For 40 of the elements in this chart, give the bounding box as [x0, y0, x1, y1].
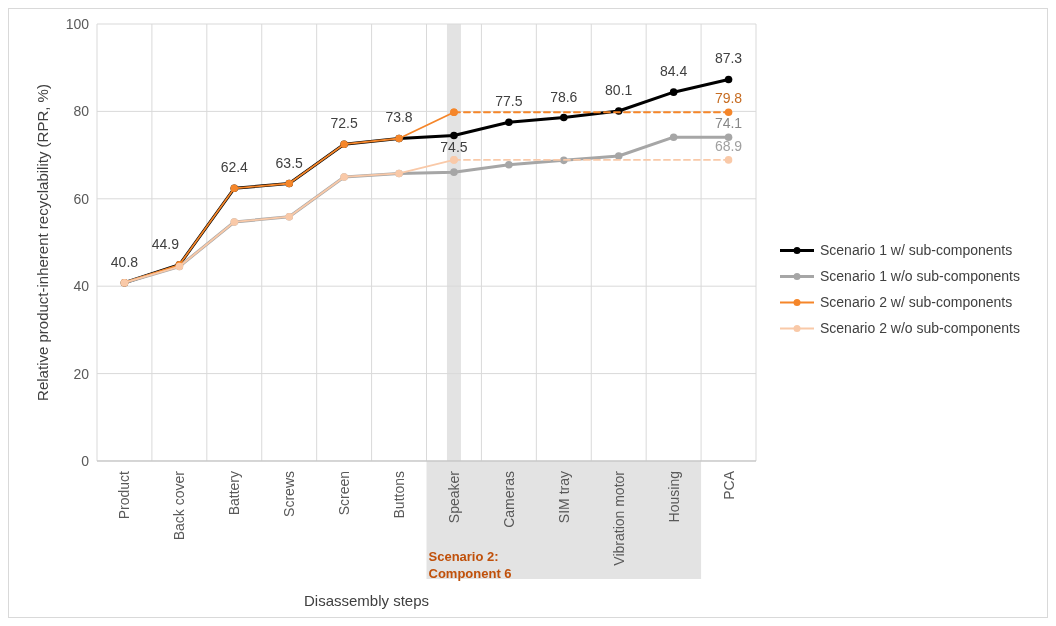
- y-tick-label: 100: [65, 15, 90, 32]
- data-label: 74.5: [440, 139, 468, 156]
- x-tick-label: Battery: [226, 471, 243, 516]
- y-tick-label: 80: [73, 103, 90, 120]
- x-tick-label: Screws: [281, 471, 298, 517]
- data-label: 40.8: [110, 253, 139, 270]
- legend-label: Scenario 2 w/ sub-components: [820, 294, 1013, 311]
- data-label: 79.8: [714, 90, 743, 107]
- x-tick-label: Vibration motor: [610, 470, 627, 566]
- y-tick-label: 60: [73, 190, 90, 207]
- y-tick-label: 40: [73, 278, 90, 295]
- text: Scenario 2: Component 6: [428, 549, 512, 581]
- x-tick-label: Speaker: [445, 470, 462, 524]
- data-label: 44.9: [151, 235, 180, 252]
- data-label: 84.4: [660, 63, 688, 80]
- x-tick-label: Cameras: [500, 471, 517, 528]
- data-label: 74.1: [714, 115, 743, 132]
- legend-label: Scenario 2 w/o sub-components: [820, 320, 1020, 337]
- data-label: 87.3: [714, 50, 743, 67]
- data-label: 68.9: [714, 137, 743, 154]
- legend-label: Scenario 1 w/o sub-components: [820, 268, 1020, 285]
- data-label: 72.5: [330, 115, 358, 132]
- data-label: 78.6: [550, 88, 578, 105]
- y-axis-title: Relative product-inherent recyclability (RPR, %): [34, 84, 51, 401]
- x-tick-label: SIM tray: [555, 471, 572, 524]
- data-label: 63.5: [275, 154, 304, 171]
- x-tick-label: Buttons: [391, 471, 408, 519]
- data-label: 77.5: [495, 93, 523, 110]
- legend-label: Scenario 1 w/ sub-components: [820, 242, 1013, 259]
- data-label: 80.1: [605, 81, 633, 98]
- y-tick-label: 20: [73, 365, 90, 382]
- x-tick-label: Back cover: [171, 470, 188, 541]
- x-tick-label: Product: [116, 470, 133, 520]
- x-tick-label: Housing: [665, 471, 682, 523]
- x-tick-label: PCA: [720, 470, 737, 500]
- x-tick-label: Screen: [336, 471, 353, 516]
- data-label: 62.4: [220, 159, 249, 176]
- y-tick-label: 0: [81, 452, 90, 469]
- data-label: 73.8: [385, 109, 413, 126]
- x-axis-title: Disassembly steps: [303, 592, 430, 609]
